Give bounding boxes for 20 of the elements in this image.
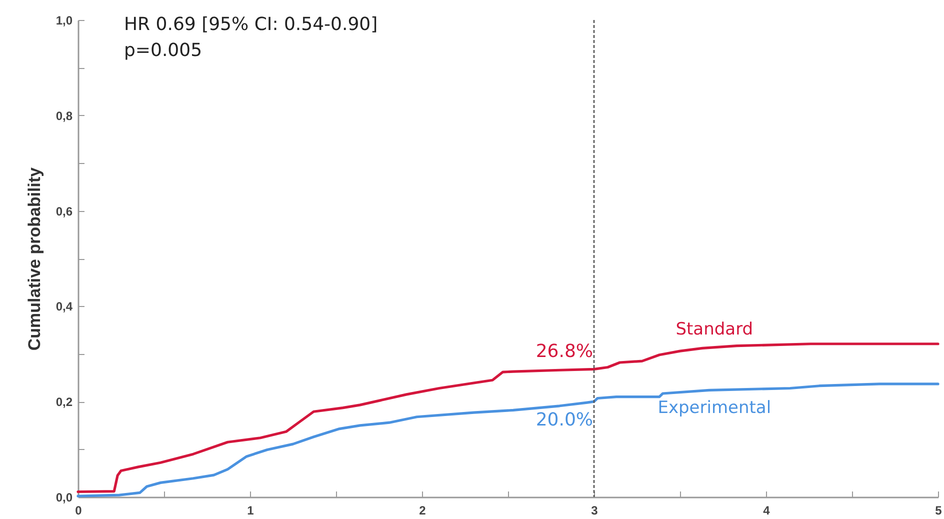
x-tick-label: 4: [763, 504, 770, 518]
x-tick-label: 2: [419, 504, 426, 518]
y-tick-label: 0,2: [56, 395, 73, 410]
x-tick-label: 1: [247, 504, 254, 518]
annotation: 20.0%: [536, 410, 593, 431]
annotation: p=0.005: [124, 40, 202, 61]
annotation: 26.8%: [536, 341, 593, 362]
x-tick-label: 3: [591, 504, 598, 518]
y-tick-label: 0,8: [56, 108, 73, 123]
annotation: HR 0.69 [95% CI: 0.54-0.90]: [124, 14, 378, 35]
x-tick-label: 5: [935, 504, 942, 518]
line-series: [76, 342, 940, 494]
y-tick-label: 1,0: [56, 14, 73, 28]
y-axis-title: Cumulative probability: [24, 166, 44, 351]
y-tick-label: 0,0: [56, 490, 73, 504]
series-label: Experimental: [658, 398, 772, 418]
y-tick-label: 0,6: [56, 204, 73, 218]
x-tick-label: 0: [75, 504, 82, 518]
series-label: Standard: [676, 319, 754, 340]
y-tick-label: 0,4: [56, 300, 73, 314]
